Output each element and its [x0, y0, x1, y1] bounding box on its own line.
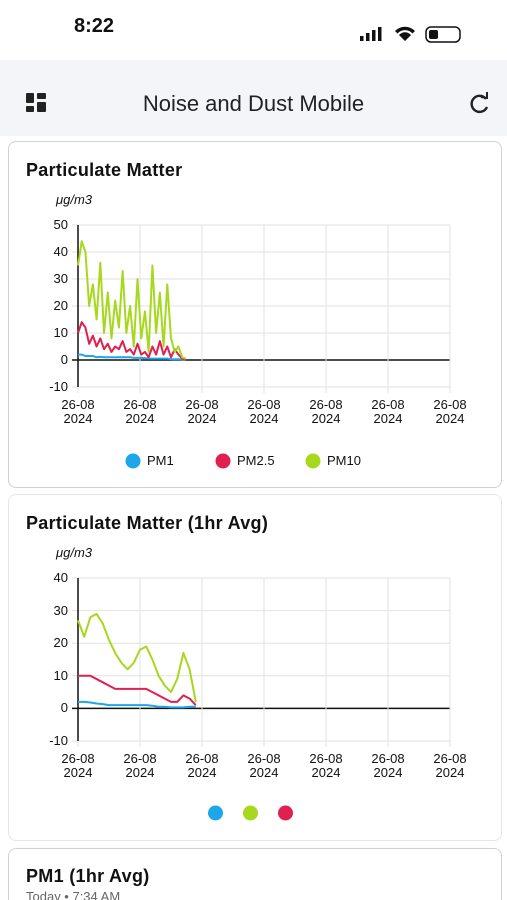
status-time: 8:22 [74, 15, 115, 37]
legend-label: PM1 [147, 453, 174, 468]
y-tick-label: 10 [53, 325, 68, 340]
y-tick-label: 20 [53, 635, 68, 651]
refresh-icon[interactable] [470, 92, 489, 114]
y-tick-label: 30 [53, 271, 68, 286]
data-line [77, 321, 187, 361]
legend-marker [278, 805, 293, 821]
x-tick-label: 26-08 2024 [309, 751, 343, 780]
app-bar [0, 60, 507, 136]
y-tick-label: 40 [53, 244, 68, 259]
y-tick-label: 20 [53, 298, 68, 313]
y-tick-label: 0 [60, 700, 68, 716]
legend-label: PM2.5 [237, 453, 275, 468]
y-tick-label: 30 [53, 602, 68, 618]
y-axis-label: μg/m3 [56, 545, 93, 560]
x-tick-label: 26-08 2024 [433, 397, 467, 426]
x-tick-label: 26-08 2024 [123, 397, 157, 426]
data-line [78, 353, 186, 361]
data-line [78, 674, 197, 706]
y-axis-label: μg/m3 [56, 192, 93, 207]
x-tick-label: 26-08 2024 [61, 751, 95, 780]
legend-marker [243, 805, 258, 821]
y-tick-label: 40 [53, 570, 68, 585]
x-tick-label: 26-08 2024 [433, 751, 467, 780]
y-tick-label: -10 [49, 733, 68, 748]
card-title: Particulate Matter [26, 160, 183, 180]
menu-icon[interactable] [26, 93, 46, 112]
card-title: PM1 (1hr Avg) [26, 866, 150, 886]
x-tick-label: 26-08 2024 [123, 751, 157, 780]
x-tick-label: 26-08 2024 [61, 397, 95, 426]
card-subtitle: Today • 7:34 AM [26, 889, 121, 900]
card-title: Particulate Matter (1hr Avg) [26, 513, 269, 533]
legend-marker [215, 453, 231, 469]
y-tick-label: 10 [53, 667, 68, 683]
y-tick-label: -10 [49, 379, 68, 394]
x-tick-label: 26-08 2024 [309, 397, 343, 426]
legend-marker [125, 453, 141, 469]
y-tick-label: 50 [53, 217, 68, 232]
x-tick-label: 26-08 2024 [185, 751, 219, 780]
app-title: Noise and Dust Mobile [142, 91, 365, 116]
x-tick-label: 26-08 2024 [371, 397, 405, 426]
x-tick-label: 26-08 2024 [185, 397, 219, 426]
card [8, 494, 502, 841]
x-tick-label: 26-08 2024 [247, 397, 281, 426]
data-line [78, 700, 196, 709]
card [8, 141, 502, 488]
legend-marker [208, 805, 223, 821]
legend-marker [305, 453, 321, 469]
status-icons [360, 26, 461, 43]
data-line [77, 612, 197, 703]
data-line [77, 240, 187, 360]
x-tick-label: 26-08 2024 [371, 751, 405, 780]
legend-label: PM10 [327, 453, 361, 468]
x-tick-label: 26-08 2024 [247, 751, 281, 780]
y-tick-label: 0 [60, 352, 68, 367]
card [8, 848, 502, 900]
